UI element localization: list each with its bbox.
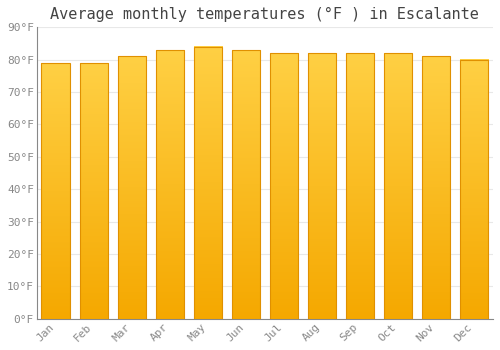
Bar <box>232 50 260 319</box>
Bar <box>422 56 450 319</box>
Bar <box>270 53 298 319</box>
Bar <box>308 53 336 319</box>
Bar <box>156 50 184 319</box>
Bar <box>460 60 488 319</box>
Title: Average monthly temperatures (°F ) in Escalante: Average monthly temperatures (°F ) in Es… <box>50 7 480 22</box>
Bar <box>384 53 412 319</box>
Bar <box>80 63 108 319</box>
Bar <box>346 53 374 319</box>
Bar <box>42 63 70 319</box>
Bar <box>194 47 222 319</box>
Bar <box>118 56 146 319</box>
